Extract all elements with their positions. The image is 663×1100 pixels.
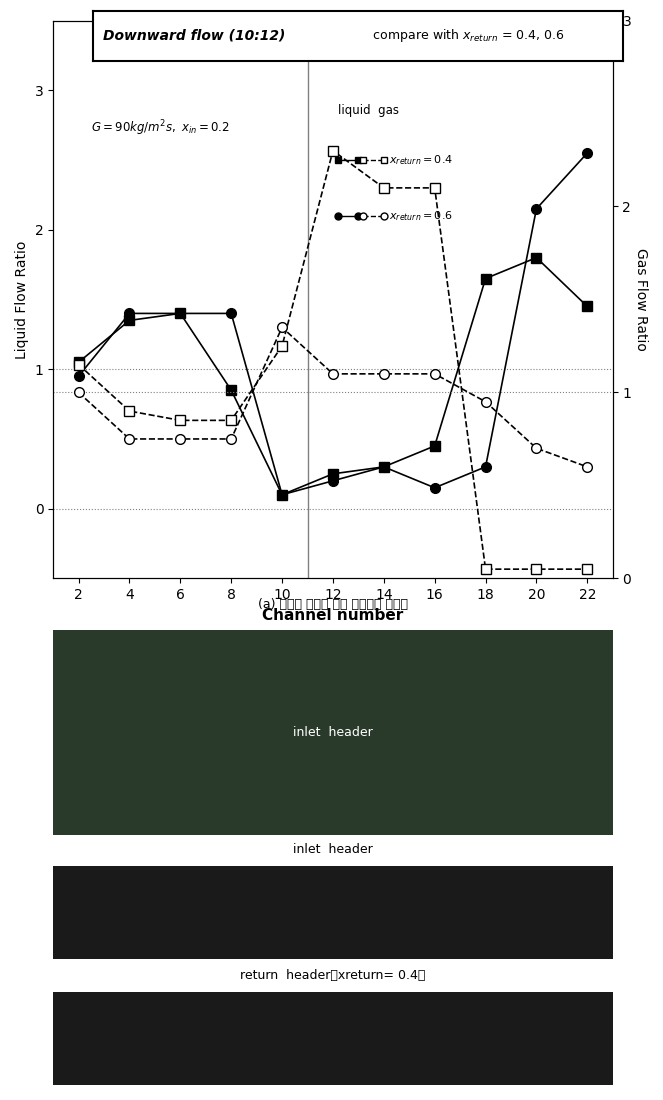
Y-axis label: Liquid Flow Ratio: Liquid Flow Ratio [15,240,29,359]
Text: compare with $x_{return}$ = 0.4, 0.6: compare with $x_{return}$ = 0.4, 0.6 [369,28,564,44]
Text: inlet  header: inlet header [293,843,373,856]
Text: inlet  header: inlet header [293,726,373,739]
Text: (a) 리턴부 건도에 따른 냉매분배 데이터: (a) 리턴부 건도에 따른 냉매분배 데이터 [258,597,408,611]
Text: $x_{return}=0.6$: $x_{return}=0.6$ [389,209,453,222]
Text: return  header（xreturn= 0.4）: return header（xreturn= 0.4） [240,969,426,982]
Text: $x_{return}=0.4$: $x_{return}=0.4$ [389,153,453,167]
Text: liquid  gas: liquid gas [338,104,399,118]
Text: Downward flow (10:12): Downward flow (10:12) [103,29,286,43]
Text: $G=90kg/m^2s,\ x_{in}=0.2$: $G=90kg/m^2s,\ x_{in}=0.2$ [91,118,230,138]
Y-axis label: Gas Flow Ratio: Gas Flow Ratio [634,248,648,351]
X-axis label: Channel number: Channel number [263,607,404,623]
